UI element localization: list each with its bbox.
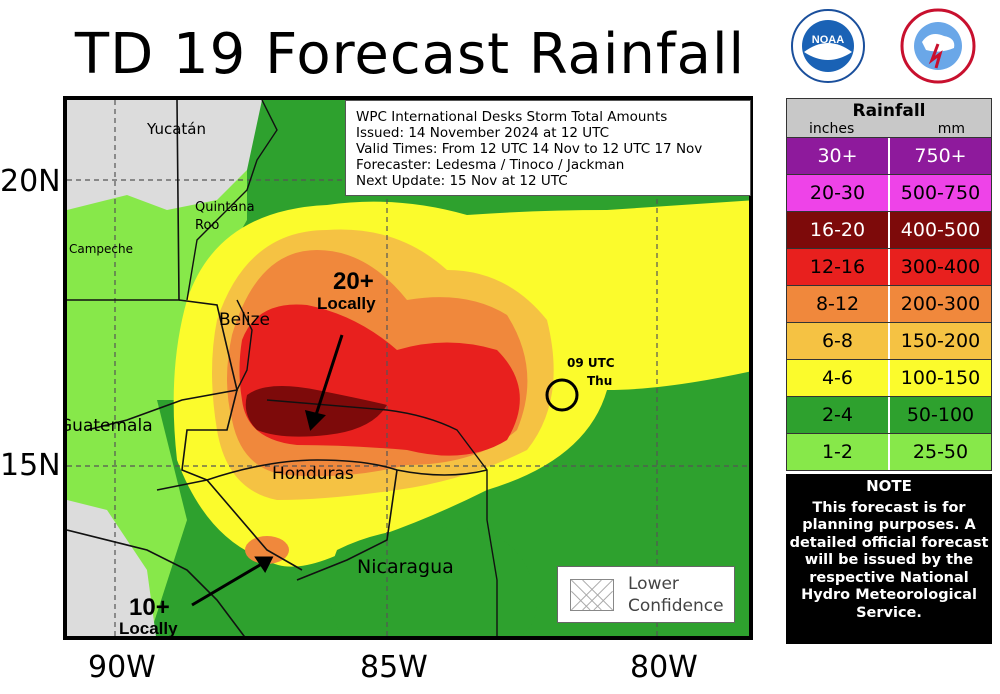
lon-label-90w: 90W — [88, 650, 156, 685]
svg-text:NOAA: NOAA — [812, 34, 844, 46]
legend-cell-mm: 400-500 — [888, 212, 991, 248]
legend-cell-inches: 30+ — [787, 138, 888, 174]
legend-cell-mm: 750+ — [888, 138, 991, 174]
land-pacific — [67, 500, 156, 636]
legend-cell-inches: 4-6 — [787, 360, 888, 396]
legend-header: Rainfall inches mm — [786, 98, 992, 138]
label-campeche: Campeche — [69, 242, 134, 256]
legend-cell-inches: 16-20 — [787, 212, 888, 248]
label-yucatan: Yucatán — [147, 120, 206, 138]
storm-position-marker — [545, 378, 579, 412]
legend-row: 30+ 750+ — [786, 138, 992, 175]
legend-cell-inches: 2-4 — [787, 397, 888, 433]
max-10-value: 10+ — [129, 594, 170, 621]
legend-row: 16-20 400-500 — [786, 212, 992, 249]
legend-cell-mm: 500-750 — [888, 175, 991, 211]
legend-title: Rainfall — [852, 101, 926, 121]
track-day-label: Thu — [587, 374, 613, 388]
legend-row: 12-16 300-400 — [786, 249, 992, 286]
track-time-label: 09 UTC — [567, 356, 615, 370]
max-10-label: Locally — [119, 619, 178, 638]
contour-2-4-nicaragua — [329, 527, 537, 636]
label-quintana: Quintana — [195, 200, 255, 215]
lon-label-80w: 80W — [630, 650, 698, 685]
confidence-line-1: Lower — [628, 574, 679, 594]
legend-row: 2-4 50-100 — [786, 397, 992, 434]
info-line-forecaster: Forecaster: Ledesma / Tinoco / Jackman — [356, 157, 625, 173]
legend-cell-mm: 150-200 — [888, 323, 991, 359]
legend-cell-mm: 25-50 — [888, 434, 991, 470]
legend-row: 20-30 500-750 — [786, 175, 992, 212]
nws-logo — [900, 8, 976, 84]
legend-cell-inches: 12-16 — [787, 249, 888, 285]
land-yucatan — [67, 100, 262, 210]
note-title: NOTE — [866, 477, 912, 495]
legend-row: 6-8 150-200 — [786, 323, 992, 360]
legend-cell-mm: 50-100 — [888, 397, 991, 433]
coastlines — [186, 100, 498, 636]
legend-cell-inches: 20-30 — [787, 175, 888, 211]
legend-cell-inches: 1-2 — [787, 434, 888, 470]
lat-label-15n: 15N — [0, 448, 61, 483]
country-borders — [67, 100, 488, 636]
max-20-value: 20+ — [333, 268, 374, 295]
rainfall-map: Yucatán Quintana Roo Campeche Belize Gua… — [63, 96, 753, 640]
info-line-next-update: Next Update: 15 Nov at 12 UTC — [356, 173, 568, 189]
note-text: This forecast is for planning purposes. … — [789, 499, 989, 621]
legend-row: 1-2 25-50 — [786, 434, 992, 471]
label-honduras: Honduras — [272, 464, 354, 484]
lat-label-20n: 20N — [0, 164, 61, 199]
page-title: TD 19 Forecast Rainfall — [74, 22, 746, 87]
lower-confidence-key: Lower Confidence — [557, 566, 735, 623]
legend-cell-inches: 8-12 — [787, 286, 888, 322]
annotation-arrows — [191, 334, 344, 607]
legend-cell-mm: 300-400 — [888, 249, 991, 285]
legend-cell-mm: 100-150 — [888, 360, 991, 396]
legend-unit-inches: inches — [809, 121, 855, 137]
label-nicaragua: Nicaragua — [357, 556, 454, 578]
info-line-valid: Valid Times: From 12 UTC 14 Nov to 12 UT… — [356, 141, 703, 157]
info-line-product: WPC International Desks Storm Total Amou… — [356, 109, 668, 125]
legend-unit-mm: mm — [937, 121, 965, 137]
legend-cell-mm: 200-300 — [888, 286, 991, 322]
legend-row: 8-12 200-300 — [786, 286, 992, 323]
legend-cell-inches: 6-8 — [787, 323, 888, 359]
info-line-issued: Issued: 14 November 2024 at 12 UTC — [356, 125, 610, 141]
rainfall-legend: Rainfall inches mm 30+ 750+ 20-30 500-750 16… — [786, 98, 992, 471]
noaa-logo: NOAA — [791, 9, 865, 83]
forecast-info-box: WPC International Desks Storm Total Amou… — [345, 100, 751, 196]
hatch-icon — [570, 579, 614, 611]
max-20-label: Locally — [317, 294, 376, 313]
label-guatemala: Guatemala — [63, 416, 153, 436]
legend-rows: 30+ 750+ 20-30 500-750 16-20 400-500 12-16 300-… — [786, 138, 992, 471]
note-box: NOTE This forecast is for planning purpo… — [786, 474, 992, 644]
legend-row: 4-6 100-150 — [786, 360, 992, 397]
confidence-line-2: Confidence — [628, 596, 724, 616]
lon-label-85w: 85W — [360, 650, 428, 685]
label-belize: Belize — [219, 310, 270, 330]
label-roo: Roo — [195, 218, 220, 233]
